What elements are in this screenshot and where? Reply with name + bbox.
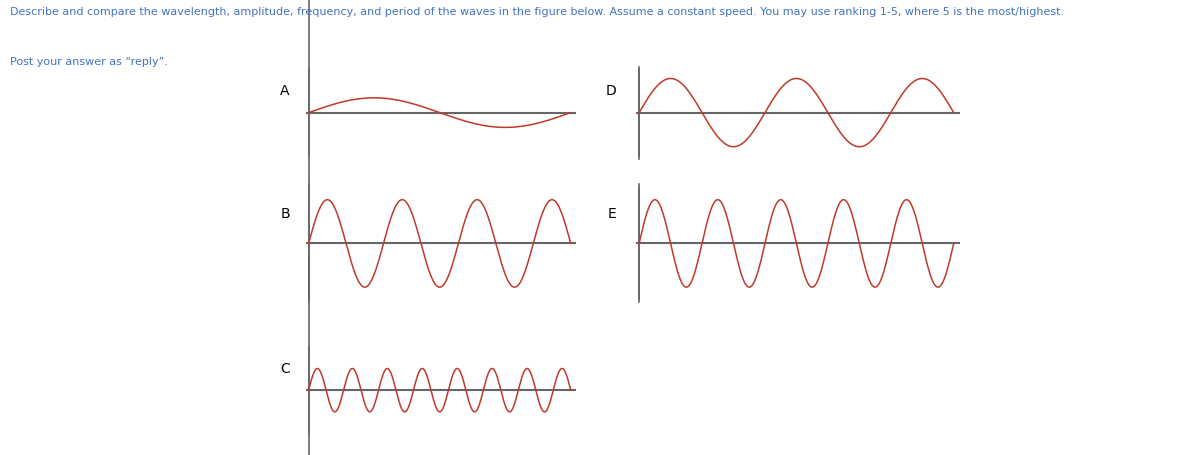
Text: D: D (606, 84, 617, 98)
Text: E: E (608, 207, 617, 221)
Text: Post your answer as “reply”.: Post your answer as “reply”. (10, 57, 168, 67)
Text: C: C (280, 362, 290, 376)
Text: A: A (281, 84, 290, 98)
Text: Describe and compare the wavelength, amplitude, frequency, and period of the wav: Describe and compare the wavelength, amp… (10, 7, 1063, 17)
Text: B: B (280, 207, 290, 221)
